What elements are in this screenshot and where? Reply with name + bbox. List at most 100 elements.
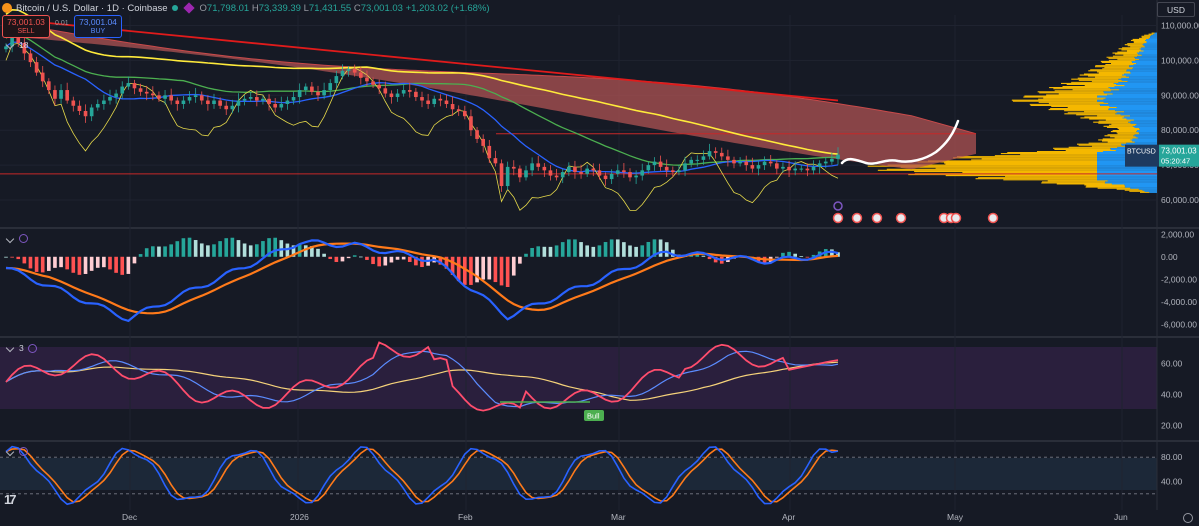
macd-tick-label: -2,000.00 bbox=[1161, 274, 1197, 284]
candle bbox=[89, 107, 94, 117]
stoch-tick-label: 80.00 bbox=[1161, 452, 1183, 462]
time-tick-label: May bbox=[947, 512, 964, 522]
macd-histogram-bar bbox=[389, 256, 394, 263]
ticker-label: BTCUSD bbox=[1127, 149, 1156, 156]
candle bbox=[652, 161, 657, 166]
macd-histogram-bar bbox=[4, 256, 8, 258]
symbol-header: Bitcoin / U.S. Dollar · 1D · Coinbase O7… bbox=[2, 1, 490, 15]
candle bbox=[762, 161, 767, 166]
sell-button[interactable]: 73,001.03 SELL bbox=[2, 15, 50, 38]
macd-histogram-bar bbox=[407, 256, 412, 262]
candle bbox=[334, 76, 339, 84]
rsi-tick-label: 60.00 bbox=[1161, 358, 1183, 368]
buy-button[interactable]: 73,001.04 BUY bbox=[74, 15, 122, 38]
spread-value: 0.01 bbox=[55, 20, 69, 27]
macd-histogram-bar bbox=[71, 256, 76, 273]
candle bbox=[701, 156, 706, 160]
macd-pane-label[interactable] bbox=[5, 234, 28, 243]
candle bbox=[719, 152, 724, 157]
candle bbox=[144, 91, 149, 94]
time-tick-label: 2026 bbox=[290, 512, 309, 522]
macd-histogram-bar bbox=[628, 245, 632, 257]
time-tick-label: Jun bbox=[1114, 512, 1128, 522]
macd-histogram-bar bbox=[157, 246, 161, 257]
macd-histogram-bar bbox=[469, 256, 473, 285]
macd-histogram-bar bbox=[591, 246, 596, 257]
candle bbox=[615, 170, 620, 174]
rsi-line bbox=[5, 341, 839, 412]
macd-histogram-bar bbox=[83, 256, 88, 274]
ma-blue-line bbox=[5, 41, 839, 174]
stoch-d-line bbox=[5, 447, 839, 503]
candle bbox=[426, 100, 430, 105]
macd-histogram-bar bbox=[297, 244, 302, 257]
macd-histogram-bar bbox=[22, 256, 27, 264]
macd-histogram-bar bbox=[65, 256, 69, 270]
macd-histogram-bar bbox=[579, 242, 583, 257]
candle bbox=[505, 166, 510, 187]
indicator-circle-icon bbox=[27, 343, 37, 353]
macd-histogram-bar bbox=[781, 252, 785, 257]
currency-selector[interactable]: USD bbox=[1157, 2, 1195, 17]
candle bbox=[499, 163, 504, 187]
candle bbox=[108, 97, 112, 101]
macd-histogram-bar bbox=[414, 256, 418, 266]
macd-histogram-bar bbox=[573, 239, 577, 257]
settings-gear-icon[interactable] bbox=[1183, 513, 1193, 523]
candle bbox=[781, 166, 785, 169]
macd-histogram-bar bbox=[40, 256, 45, 273]
event-flag-icon bbox=[871, 212, 883, 224]
macd-histogram-bar bbox=[89, 256, 94, 271]
macd-histogram-bar bbox=[248, 245, 253, 257]
candle bbox=[352, 69, 357, 73]
macd-histogram-bar bbox=[340, 256, 345, 262]
macd-histogram-bar bbox=[695, 254, 700, 257]
macd-histogram-bar bbox=[560, 242, 565, 257]
candle bbox=[524, 170, 528, 178]
candle bbox=[463, 111, 467, 117]
candle bbox=[187, 97, 192, 101]
macd-histogram-bar bbox=[518, 256, 522, 264]
chevron-down-icon bbox=[5, 40, 15, 50]
indicator-circle-icon bbox=[19, 234, 28, 243]
macd-histogram-bar bbox=[181, 238, 186, 257]
macd-histogram-bar bbox=[102, 256, 106, 268]
time-tick-label: Apr bbox=[782, 512, 795, 522]
stoch-pane-label[interactable] bbox=[5, 447, 28, 456]
stoch-tick-label: 40.00 bbox=[1161, 477, 1183, 487]
symbol-name[interactable]: Bitcoin / U.S. Dollar · 1D · Coinbase bbox=[16, 2, 168, 14]
candle bbox=[248, 97, 253, 99]
macd-histogram-bar bbox=[28, 256, 33, 269]
stoch-band bbox=[0, 458, 1157, 490]
candle bbox=[628, 172, 632, 178]
candle bbox=[114, 93, 118, 98]
macd-histogram-bar bbox=[499, 256, 504, 286]
macd-histogram-bar bbox=[505, 256, 510, 287]
ohlc-readout: O71,798.01 H73,339.39 L71,431.55 C73,001… bbox=[199, 2, 490, 14]
event-flag-icon bbox=[950, 212, 962, 224]
macd-histogram-bar bbox=[701, 255, 706, 257]
candle bbox=[438, 98, 443, 101]
macd-histogram-bar bbox=[77, 256, 82, 275]
chevron-down-icon bbox=[5, 343, 15, 353]
candle bbox=[609, 173, 614, 180]
event-flag-icon bbox=[987, 212, 999, 224]
macd-histogram-bar bbox=[603, 242, 608, 257]
candle bbox=[799, 168, 804, 170]
rsi-tick-label: 20.00 bbox=[1161, 420, 1183, 430]
candle bbox=[212, 100, 216, 105]
candle bbox=[750, 165, 755, 169]
macd-tick-label: 2,000.00 bbox=[1161, 229, 1194, 239]
macd-histogram-bar bbox=[95, 256, 100, 268]
macd-histogram-bar bbox=[609, 239, 614, 257]
candle bbox=[255, 97, 259, 101]
candle bbox=[383, 88, 388, 94]
price-tick-label: 100,000.00 bbox=[1161, 55, 1199, 65]
candle bbox=[469, 116, 473, 131]
macd-histogram-bar bbox=[310, 246, 314, 257]
main-pane-label[interactable]: 18 bbox=[5, 40, 28, 50]
candle bbox=[28, 53, 33, 63]
rsi-pane-label[interactable]: 3 bbox=[5, 343, 37, 353]
macd-histogram-bar bbox=[224, 238, 229, 257]
